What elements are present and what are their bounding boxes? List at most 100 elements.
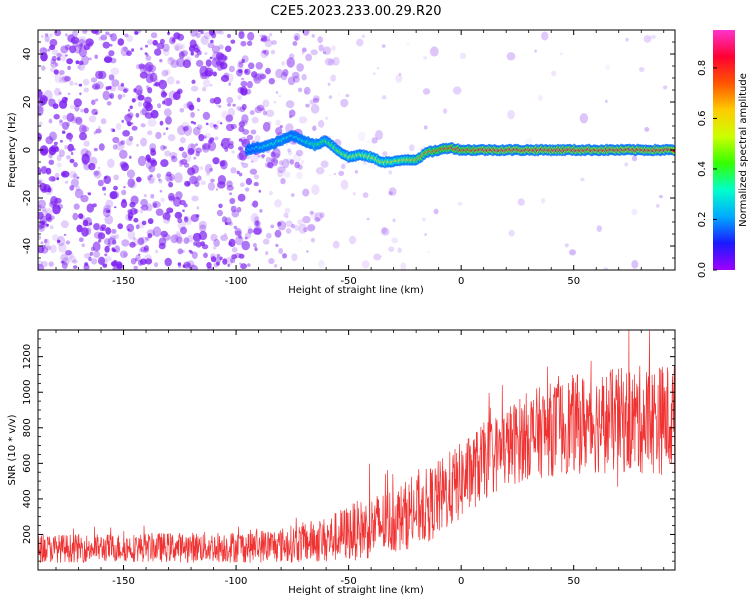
noise-speckle bbox=[41, 65, 46, 71]
noise-speckle bbox=[209, 167, 214, 172]
noise-speckle bbox=[47, 48, 51, 52]
noise-speckle bbox=[238, 126, 245, 133]
noise-speckle bbox=[132, 238, 139, 247]
noise-speckle bbox=[127, 209, 133, 214]
noise-speckle bbox=[160, 230, 168, 238]
noise-speckle bbox=[62, 121, 69, 130]
noise-speckle bbox=[264, 39, 273, 48]
snr-xlabel: Height of straight line (km) bbox=[288, 585, 424, 596]
noise-speckle bbox=[283, 171, 291, 178]
noise-speckle bbox=[275, 119, 281, 126]
noise-speckle bbox=[109, 235, 117, 241]
noise-speckle bbox=[345, 94, 350, 98]
noise-speckle bbox=[605, 99, 608, 104]
noise-speckle bbox=[56, 203, 64, 210]
noise-speckle bbox=[72, 173, 78, 179]
noise-speckle bbox=[596, 225, 602, 233]
noise-speckle bbox=[166, 175, 173, 183]
noise-speckle bbox=[209, 98, 216, 104]
noise-speckle bbox=[285, 143, 289, 146]
noise-speckle bbox=[193, 43, 199, 50]
noise-speckle bbox=[230, 167, 237, 174]
noise-speckle bbox=[38, 246, 45, 254]
noise-speckle bbox=[302, 215, 311, 224]
noise-speckle bbox=[65, 133, 74, 140]
y-tick-label: 40 bbox=[22, 48, 33, 61]
noise-speckle bbox=[126, 223, 135, 232]
noise-speckle bbox=[43, 90, 53, 101]
noise-speckle bbox=[84, 262, 89, 267]
noise-speckle bbox=[310, 104, 320, 114]
noise-speckle bbox=[165, 211, 170, 215]
noise-speckle bbox=[40, 52, 48, 62]
noise-speckle bbox=[109, 85, 117, 92]
noise-speckle bbox=[195, 143, 199, 147]
noise-speckle bbox=[127, 230, 136, 240]
noise-speckle bbox=[66, 132, 71, 139]
noise-speckle bbox=[80, 108, 85, 113]
snr-series-line bbox=[38, 330, 675, 564]
x-tick-label: 0 bbox=[458, 576, 464, 587]
y-tick-label: 1200 bbox=[22, 344, 33, 369]
noise-speckle bbox=[200, 180, 206, 185]
noise-speckle bbox=[205, 122, 209, 126]
noise-speckle bbox=[50, 61, 58, 68]
noise-speckle bbox=[97, 256, 106, 265]
noise-speckle bbox=[202, 79, 211, 88]
noise-speckle bbox=[105, 31, 110, 36]
noise-speckle bbox=[121, 239, 130, 247]
noise-speckle bbox=[322, 51, 327, 55]
noise-speckle bbox=[117, 84, 125, 92]
noise-speckle bbox=[128, 135, 134, 142]
noise-speckle bbox=[93, 231, 103, 239]
noise-speckle bbox=[177, 220, 186, 231]
noise-speckle bbox=[241, 77, 245, 81]
noise-speckle bbox=[150, 149, 157, 156]
noise-speckle bbox=[604, 64, 611, 70]
noise-speckle bbox=[296, 171, 303, 180]
noise-speckle bbox=[40, 166, 47, 175]
noise-speckle bbox=[193, 126, 201, 136]
noise-speckle bbox=[349, 235, 357, 245]
colorbar-ticks: 0.0 0.2 0.4 0.6 0.8 bbox=[697, 60, 717, 278]
noise-speckle bbox=[569, 249, 576, 256]
noise-speckle bbox=[72, 30, 78, 38]
noise-speckle bbox=[231, 150, 235, 154]
noise-speckle bbox=[206, 262, 212, 269]
noise-speckle bbox=[69, 45, 77, 54]
noise-speckle bbox=[340, 98, 349, 108]
noise-speckle bbox=[147, 87, 153, 94]
noise-speckle bbox=[88, 192, 91, 196]
noise-speckle bbox=[297, 219, 303, 226]
noise-speckle bbox=[251, 71, 258, 78]
noise-speckle bbox=[373, 253, 382, 261]
noise-speckle bbox=[205, 133, 211, 139]
noise-speckle bbox=[111, 228, 117, 234]
noise-speckle bbox=[241, 58, 245, 64]
noise-speckle bbox=[238, 138, 243, 142]
x-tick-label: 50 bbox=[567, 576, 580, 587]
noise-speckle bbox=[100, 118, 107, 125]
noise-speckle bbox=[205, 59, 212, 67]
noise-speckle bbox=[178, 264, 182, 269]
noise-speckle bbox=[165, 69, 171, 76]
noise-speckle bbox=[280, 71, 288, 81]
noise-speckle bbox=[265, 232, 272, 239]
noise-speckle bbox=[241, 240, 250, 251]
noise-speckle bbox=[188, 183, 191, 186]
noise-speckle bbox=[139, 71, 148, 79]
colorbar: 0.0 0.2 0.4 0.6 0.8 Normalized spectral ampl… bbox=[697, 30, 749, 278]
noise-speckle bbox=[183, 237, 190, 245]
noise-speckle bbox=[258, 189, 262, 193]
noise-speckle bbox=[102, 41, 111, 49]
noise-speckle bbox=[77, 43, 83, 49]
noise-speckle bbox=[109, 43, 113, 47]
noise-speckle bbox=[218, 44, 224, 50]
noise-speckle bbox=[219, 61, 225, 67]
noise-speckle bbox=[196, 175, 202, 181]
noise-speckle bbox=[202, 111, 211, 120]
noise-speckle bbox=[58, 91, 62, 96]
noise-speckle bbox=[155, 208, 164, 216]
noise-speckle bbox=[247, 31, 255, 41]
noise-speckle bbox=[120, 140, 126, 145]
